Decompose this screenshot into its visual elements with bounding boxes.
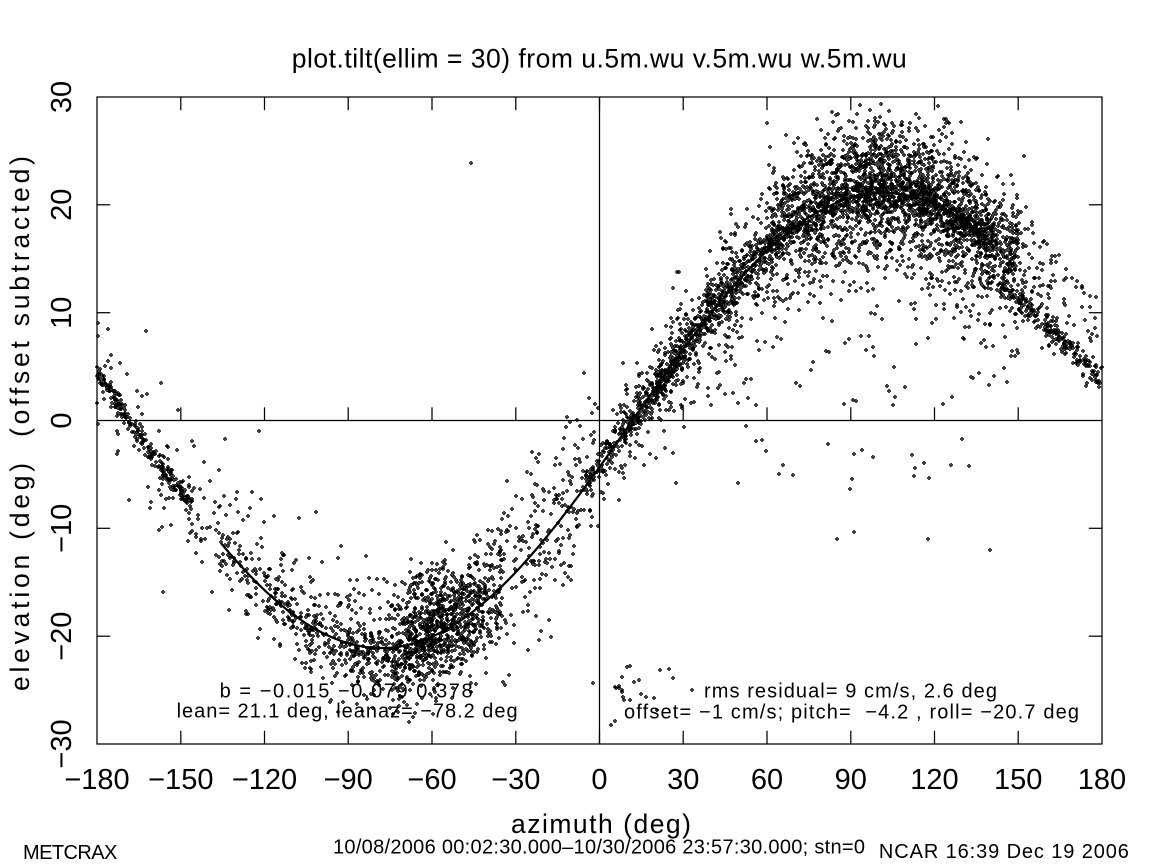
svg-text:METCRAX: METCRAX — [23, 842, 117, 864]
svg-text:−150: −150 — [148, 764, 213, 796]
svg-text:30: 30 — [667, 764, 699, 796]
svg-text:b = −0.015 −0.079 0.378: b = −0.015 −0.079 0.378 — [220, 681, 473, 703]
svg-text:20: 20 — [46, 189, 78, 221]
svg-text:−180: −180 — [64, 764, 129, 796]
svg-text:rms residual= 9 cm/s, 2.6 deg: rms residual= 9 cm/s, 2.6 deg — [704, 680, 997, 702]
svg-text:0: 0 — [591, 764, 607, 796]
svg-text:120: 120 — [910, 764, 958, 796]
svg-text:−10: −10 — [46, 504, 78, 553]
svg-text:90: 90 — [835, 764, 867, 796]
svg-text:−120: −120 — [232, 764, 297, 796]
svg-text:180: 180 — [1078, 764, 1126, 796]
svg-text:30: 30 — [46, 81, 78, 113]
svg-text:10/08/2006 00:02:30.000–10/30/: 10/08/2006 00:02:30.000–10/30/2006 23:57… — [333, 836, 865, 858]
svg-text:0: 0 — [46, 412, 78, 428]
svg-text:150: 150 — [994, 764, 1042, 796]
svg-text:elevation (deg) (offset subtr: elevation (deg) (offset subtracted) — [5, 156, 35, 691]
svg-text:−60: −60 — [407, 764, 456, 796]
svg-text:NCAR 16:39 Dec 19 2006: NCAR 16:39 Dec 19 2006 — [879, 841, 1129, 863]
svg-text:lean= 21.1 deg, leanaz= −78.2: lean= 21.1 deg, leanaz= −78.2 deg — [177, 701, 518, 723]
svg-text:−20: −20 — [46, 612, 78, 661]
svg-text:−90: −90 — [324, 764, 373, 796]
svg-text:offset= −1 cm/s; pitch= −4.2: offset= −1 cm/s; pitch= −4.2 , roll= −20… — [624, 702, 1079, 724]
svg-text:10: 10 — [46, 297, 78, 329]
svg-text:−30: −30 — [491, 764, 540, 796]
svg-text:60: 60 — [751, 764, 783, 796]
svg-text:azimuth (deg): azimuth (deg) — [511, 809, 691, 839]
svg-text:−30: −30 — [46, 719, 78, 768]
svg-text:plot.tilt(ellim = 30) from u.5: plot.tilt(ellim = 30) from u.5m.wu v.5m.… — [292, 44, 907, 74]
